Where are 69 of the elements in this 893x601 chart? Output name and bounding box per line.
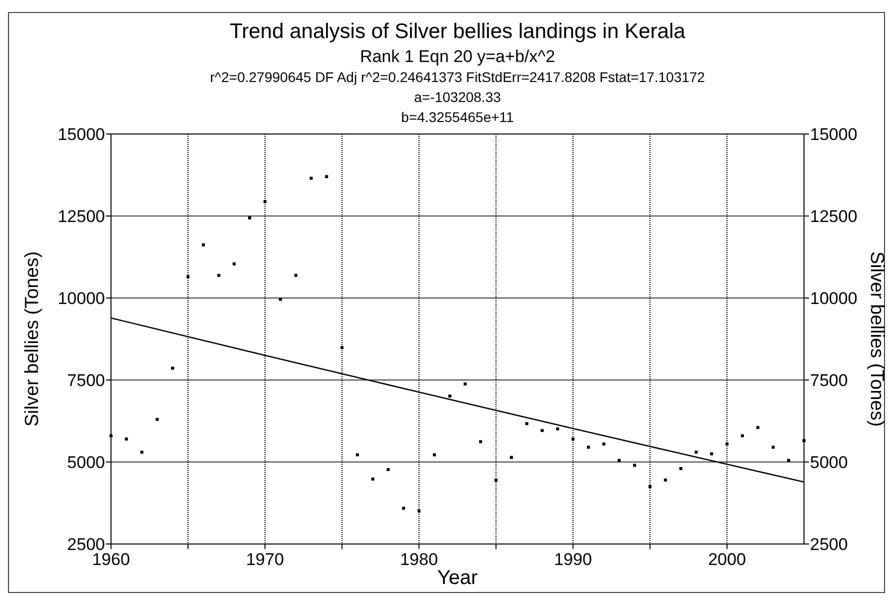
point (586, 446, 590, 449)
text: b=4.3255465e+11 (401, 109, 514, 125)
y-tick-label: 7500 (67, 371, 105, 390)
point (278, 298, 282, 301)
point (171, 366, 174, 370)
y2-tick-label: 7500 (810, 371, 848, 390)
point (556, 427, 560, 430)
point (156, 418, 159, 421)
point (664, 478, 667, 482)
point (232, 262, 236, 266)
point (310, 176, 313, 180)
point (356, 453, 359, 456)
y2-tick-label: 10000 (810, 289, 858, 308)
y-axis-title: Silver bellies (Tones) (22, 251, 43, 427)
y2-tick-label: 12500 (810, 207, 858, 226)
point (694, 450, 698, 454)
point (371, 478, 374, 481)
point (726, 442, 728, 446)
point (448, 394, 452, 398)
point (418, 509, 420, 512)
text: r^2=0.27990645 DF Adj r^2=0.24641373 FitStdErr=2417.8208 Fstat=17.103172 (210, 69, 706, 85)
point (648, 485, 652, 488)
point (679, 467, 682, 470)
point (325, 175, 328, 178)
point (124, 438, 128, 441)
point (140, 450, 144, 454)
x-tick-label: 1970 (246, 550, 284, 569)
point (540, 429, 544, 432)
point (386, 468, 390, 472)
point (202, 243, 205, 246)
point (248, 216, 252, 220)
y-tick-label: 10000 (58, 289, 105, 308)
point (510, 456, 513, 459)
point (572, 438, 574, 441)
point (186, 275, 190, 278)
point (479, 440, 482, 444)
point (432, 453, 436, 456)
point (710, 452, 714, 456)
y2-tick-label: 15000 (810, 125, 858, 144)
x-axis-title: Year (437, 567, 478, 589)
point (772, 446, 775, 449)
point (756, 426, 760, 430)
point (110, 434, 112, 438)
point (217, 274, 220, 277)
point (602, 442, 606, 446)
x-tick-label: 1990 (554, 550, 592, 569)
y2-tick-label: 2500 (810, 535, 848, 554)
point (464, 382, 467, 386)
y2-tick-label: 5000 (810, 453, 848, 472)
point (294, 274, 298, 277)
text: a=-103208.33 (414, 89, 502, 105)
chart-title: Trend analysis of Silver bellies landings in Kerala (230, 20, 686, 43)
point (802, 439, 806, 442)
y-tick-label: 5000 (67, 453, 105, 472)
point (402, 506, 406, 510)
point (618, 458, 621, 462)
y2-axis-title: Silver bellies (Tones) (866, 251, 887, 427)
x-tick-label: 2000 (708, 550, 746, 569)
y-tick-label: 12500 (58, 207, 105, 226)
point (740, 434, 744, 438)
point (787, 458, 790, 462)
point (264, 200, 266, 204)
point (494, 478, 498, 482)
chart-subtitle: Rank 1 Eqn 20 y=a+b/x^2 (360, 47, 556, 66)
point (633, 464, 636, 467)
point (525, 422, 528, 426)
point (340, 346, 344, 350)
x-tick-label: 1980 (400, 550, 438, 569)
y-tick-label: 15000 (58, 125, 105, 144)
